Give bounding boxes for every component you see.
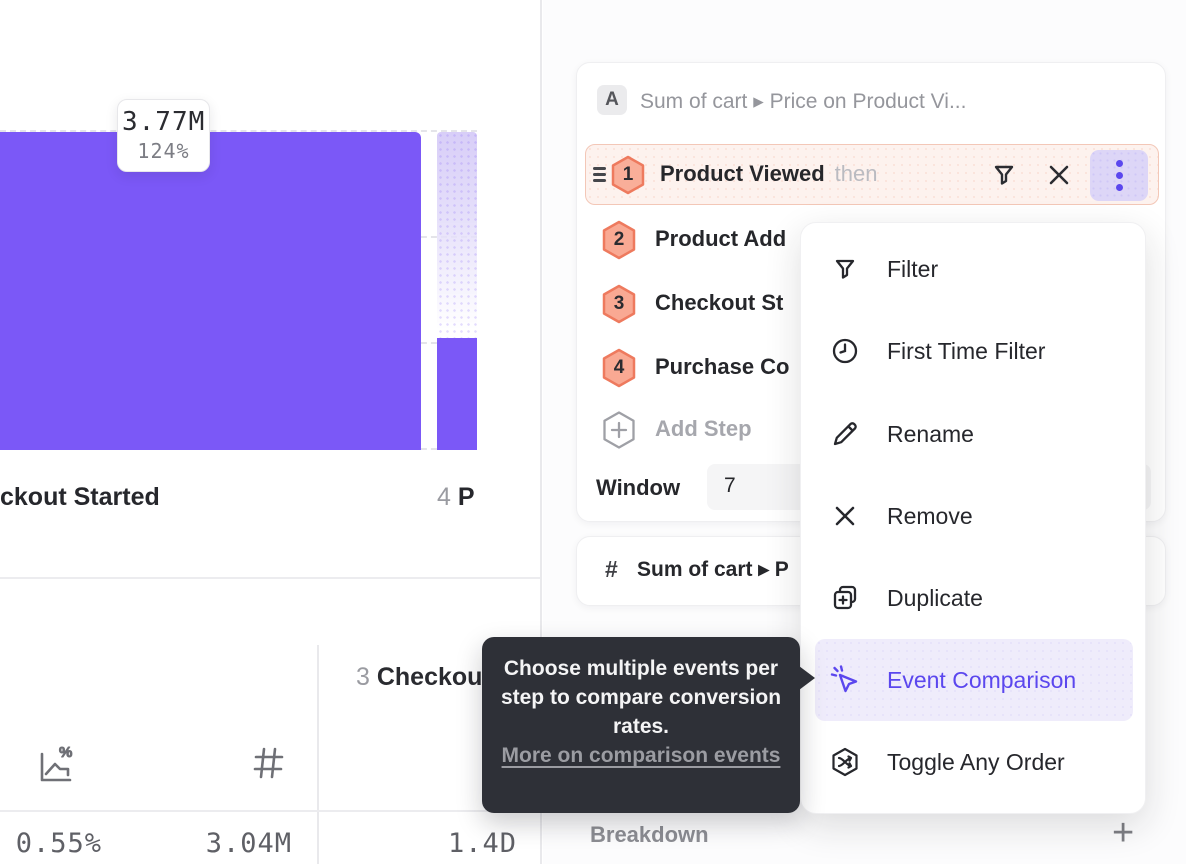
window-value: 7 — [724, 474, 736, 497]
add-step-hexagon-plus-icon — [601, 410, 637, 450]
header-step-number: 3 — [356, 663, 370, 691]
table-value-time: 1.4D — [447, 828, 517, 859]
step-then-label: then — [834, 161, 878, 186]
menu-item-event-comparison[interactable]: Event Comparison — [801, 650, 1145, 710]
step-event-name[interactable]: Product Add — [655, 226, 787, 251]
secondary-metric-title[interactable]: Sum of cart ▸ P — [637, 558, 789, 581]
step-options-kebab-button[interactable] — [1090, 150, 1148, 201]
step-badge-4: 4 — [601, 348, 637, 388]
clock-icon — [828, 336, 862, 366]
step-options-menu: Filter First Time Filter Rename Remove — [800, 222, 1146, 814]
remove-step-icon[interactable] — [1046, 162, 1072, 188]
hexagon-shuffle-icon — [828, 746, 862, 778]
menu-item-remove[interactable]: Remove — [801, 486, 1145, 546]
conversion-rate-icon[interactable]: % — [33, 742, 77, 788]
funnel-step-row-1[interactable]: 1 Product Viewed then — [585, 144, 1159, 205]
table-header-divider — [0, 810, 541, 812]
funnel-bar-purchase[interactable] — [437, 338, 477, 450]
window-label: Window — [596, 475, 681, 500]
funnel-dropoff-ghost-purchase — [437, 132, 477, 338]
count-icon: # — [605, 556, 618, 582]
tooltip-link[interactable]: More on comparison events — [501, 744, 781, 767]
gridline — [0, 130, 477, 132]
breakdown-section-label: Breakdown — [590, 822, 709, 847]
filter-icon[interactable] — [990, 161, 1018, 189]
tooltip-text: Choose multiple events per step to compa… — [500, 657, 782, 738]
pencil-icon — [828, 419, 862, 449]
table-value-count: 3.04M — [205, 828, 292, 859]
funnel-chart: 3.77M 124% ckout Started 4 P — [0, 0, 541, 578]
menu-active-highlight — [815, 639, 1133, 721]
menu-item-duplicate[interactable]: Duplicate — [801, 568, 1145, 628]
close-icon — [828, 503, 862, 529]
table-value-conversion: 0.55% — [15, 828, 102, 859]
menu-item-toggle-any-order[interactable]: Toggle Any Order — [801, 732, 1145, 792]
funnel-step-row-4[interactable]: 4 Purchase Co — [595, 346, 1155, 390]
duplicate-icon — [828, 583, 862, 613]
metric-badge: A — [597, 85, 627, 115]
step-event-name[interactable]: Product Viewed — [660, 161, 825, 186]
add-step-label: Add Step — [655, 416, 752, 441]
event-comparison-cursor-spark-icon — [828, 664, 862, 696]
column-divider — [317, 645, 319, 864]
chart-panel-divider — [540, 0, 542, 864]
funnel-step-row-3[interactable]: 3 Checkout St — [595, 282, 1155, 326]
x-axis-label-checkout-started: ckout Started — [0, 483, 160, 511]
menu-item-filter[interactable]: Filter — [801, 239, 1145, 299]
metrics-table: 3 Checkout S % 0.55% 3.04M 1.4D — [0, 640, 541, 864]
x-axis-label-purchase: 4 P — [437, 483, 475, 511]
count-icon[interactable] — [248, 742, 288, 784]
svg-text:%: % — [59, 744, 72, 761]
step-number: 4 — [437, 483, 451, 511]
add-breakdown-button[interactable]: + — [1112, 812, 1135, 854]
add-step-button[interactable]: Add Step — [595, 408, 895, 452]
filter-icon — [828, 255, 862, 283]
step-event-name[interactable]: Checkout St — [655, 290, 784, 315]
funnel-bar-checkout-started[interactable] — [0, 132, 421, 450]
chart-tooltip-value: 3.77M — [122, 107, 206, 137]
chart-tooltip: 3.77M 124% — [117, 99, 210, 172]
drag-handle-icon[interactable] — [593, 167, 606, 185]
menu-item-first-time-filter[interactable]: First Time Filter — [801, 321, 1145, 381]
menu-item-rename[interactable]: Rename — [801, 404, 1145, 464]
step-event-name[interactable]: Purchase Co — [655, 354, 790, 379]
metric-title[interactable]: Sum of cart ▸ Price on Product Vi... — [640, 90, 967, 113]
step-badge-2: 2 — [601, 220, 637, 260]
step-badge-3: 3 — [601, 284, 637, 324]
funnel-step-row-2[interactable]: 2 Product Add — [595, 218, 1155, 262]
event-comparison-tooltip: Choose multiple events per step to compa… — [482, 637, 815, 813]
step-badge-1: 1 — [610, 155, 646, 195]
chart-tooltip-percent: 124% — [137, 139, 190, 163]
tooltip-arrow — [799, 666, 815, 690]
section-divider — [0, 577, 541, 579]
